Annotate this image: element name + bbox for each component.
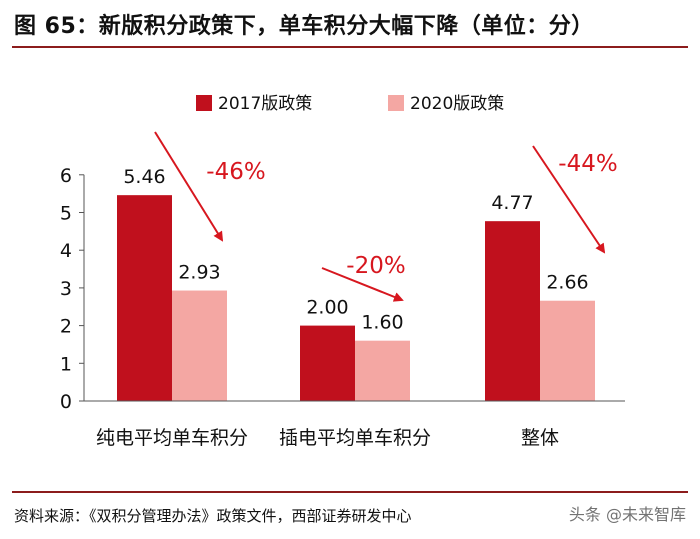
legend-label-0: 2017版政策 xyxy=(218,94,312,114)
chart-title: 图 65：新版积分政策下，单车积分大幅下降（单位：分） xyxy=(14,14,594,39)
footer-rule xyxy=(12,491,688,493)
change-arrow-1 xyxy=(321,267,404,302)
value-label-s1-c0: 2.93 xyxy=(178,262,220,284)
bar-chart: 2017版政策 2020版政策 0 1 2 3 4 5 6 5.46 2.00 4.77 2.93 1… xyxy=(60,94,625,449)
bars-layer: 5.46 2.00 4.77 2.93 1.60 2.66 xyxy=(117,166,595,401)
bar-s0-c1 xyxy=(300,325,355,401)
chart-legend: 2017版政策 2020版政策 xyxy=(196,94,504,114)
y-tick-label-3: 3 xyxy=(60,278,72,300)
y-tick-label-6: 6 xyxy=(60,165,72,187)
legend-label-1: 2020版政策 xyxy=(410,94,504,114)
y-tick-label-0: 0 xyxy=(60,391,72,413)
y-axis: 0 1 2 3 4 5 6 xyxy=(60,165,85,413)
change-label-1: -20% xyxy=(346,253,405,279)
change-label-2: -44% xyxy=(558,151,617,177)
change-arrow-0 xyxy=(154,131,224,242)
y-tick-label-2: 2 xyxy=(60,316,72,338)
value-label-s0-c0: 5.46 xyxy=(123,166,165,188)
x-axis: 纯电平均单车积分 插电平均单车积分 整体 xyxy=(84,400,625,449)
bar-s1-c0 xyxy=(172,290,227,401)
bar-s1-c1 xyxy=(355,340,410,401)
x-category-label-2: 整体 xyxy=(521,427,559,449)
value-label-s0-c2: 4.77 xyxy=(491,192,533,214)
x-category-label-0: 纯电平均单车积分 xyxy=(96,427,248,449)
change-label-0: -46% xyxy=(206,159,265,185)
legend-swatch-1 xyxy=(388,95,404,111)
watermark: 头条 @未来智库 xyxy=(568,505,686,524)
value-label-s1-c2: 2.66 xyxy=(546,272,588,294)
bar-s0-c0 xyxy=(117,195,172,401)
value-label-s1-c1: 1.60 xyxy=(361,312,403,334)
y-tick-label-1: 1 xyxy=(60,353,72,375)
title-rule xyxy=(12,46,688,48)
source-note: 资料来源：《双积分管理办法》政策文件，西部证券研发中心 xyxy=(14,507,412,525)
bar-s1-c2 xyxy=(540,300,595,401)
y-tick-label-4: 4 xyxy=(60,240,72,262)
y-tick-label-5: 5 xyxy=(60,203,72,225)
change-annotations: -46% -20% -44% xyxy=(154,131,618,302)
change-arrow-2 xyxy=(532,145,606,254)
value-label-s0-c1: 2.00 xyxy=(306,297,348,319)
bar-s0-c2 xyxy=(485,221,540,401)
x-category-label-1: 插电平均单车积分 xyxy=(279,427,431,449)
legend-swatch-0 xyxy=(196,95,212,111)
